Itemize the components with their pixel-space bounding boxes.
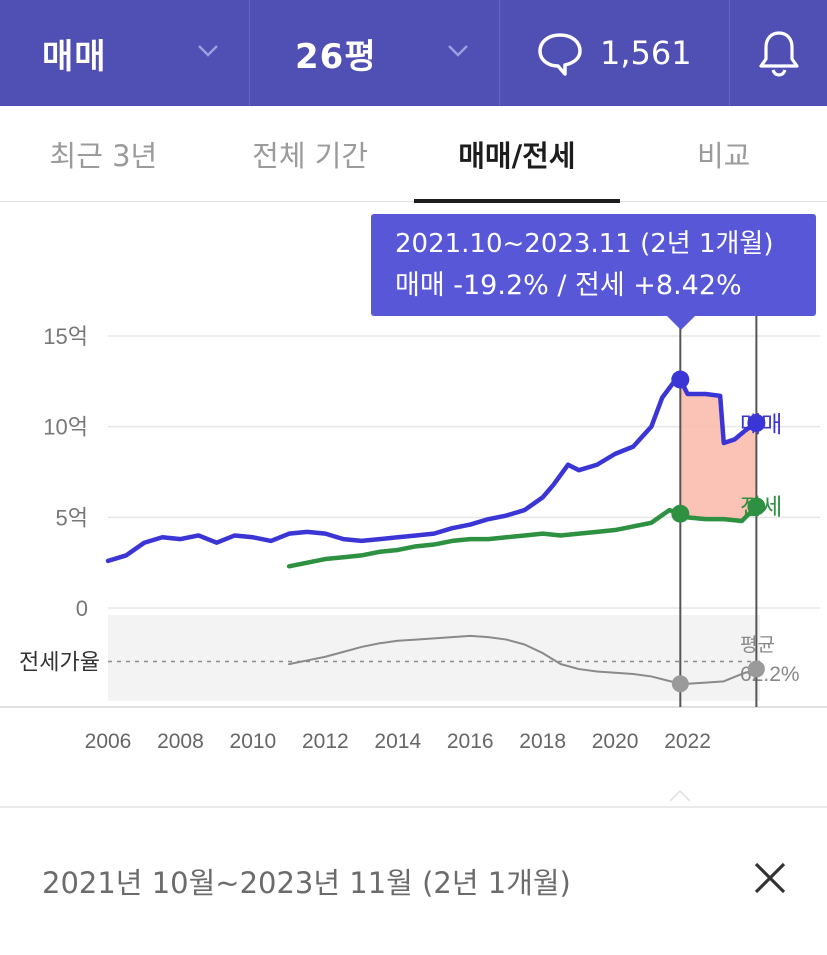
sale-point <box>671 370 690 389</box>
size-dropdown[interactable]: 26평 <box>250 0 500 106</box>
sale-point <box>747 414 766 433</box>
jeonse-point <box>671 504 690 523</box>
y-tick-label: 10억 <box>43 415 88 440</box>
x-tick-label: 2012 <box>302 730 349 753</box>
x-tick-label: 2022 <box>664 730 711 753</box>
x-tick-label: 2006 <box>85 730 132 753</box>
x-tick-label: 2018 <box>519 730 566 753</box>
pointer-notch <box>669 789 691 802</box>
top-bar: 매매 26평 1,561 <box>0 0 827 106</box>
ratio-point <box>671 675 689 693</box>
tooltip-period: 2021.10~2023.11 (2년 1개월) <box>395 229 774 259</box>
deal-type-label: 매매 <box>42 36 107 77</box>
y-tick-label: 0 <box>76 596 88 621</box>
price-chart[interactable]: 0 5억 10억 15억 전세가율 평균 62.2% 2006 2008 2010 2012 2014… <box>0 203 827 803</box>
y-tick-label: 15억 <box>43 324 88 349</box>
ratio-point <box>747 660 765 678</box>
x-tick-label: 2020 <box>592 730 639 753</box>
tab-sale-jeonse[interactable]: 매매/전세 <box>413 106 621 203</box>
selected-range-text: 2021년 10월~2023년 11월 (2년 1개월) <box>42 866 571 900</box>
tab-all-period[interactable]: 전체 기간 <box>252 139 369 173</box>
close-icon[interactable] <box>748 856 792 900</box>
chevron-down-icon <box>198 45 218 57</box>
highlight-gap-area <box>680 379 757 521</box>
bell-icon <box>758 31 799 77</box>
ratio-panel-bg <box>108 615 760 701</box>
notification-button[interactable] <box>730 0 827 106</box>
size-label: 26평 <box>295 36 377 77</box>
deal-type-dropdown[interactable]: 매매 <box>0 0 250 106</box>
comments-button[interactable]: 1,561 <box>500 0 730 106</box>
chat-bubble-icon <box>538 33 582 76</box>
x-tick-label: 2016 <box>447 730 494 753</box>
tab-compare[interactable]: 비교 <box>696 139 751 173</box>
sale-series-label: 매매 <box>740 412 782 438</box>
divider <box>0 806 827 808</box>
sale-series-line <box>105 377 759 564</box>
tooltip-change: 매매 -19.2% / 전세 +8.42% <box>395 270 742 301</box>
jeonse-series-label: 전세 <box>740 494 782 520</box>
x-tick-label: 2010 <box>230 730 277 753</box>
x-tick-label: 2014 <box>374 730 421 753</box>
y-tick-label: 5억 <box>56 505 88 530</box>
x-tick-label: 2008 <box>157 730 204 753</box>
period-tabs: 최근 3년 전체 기간 매매/전세 비교 <box>0 106 827 203</box>
jeonse-point <box>747 497 766 516</box>
tab-recent-3-years[interactable]: 최근 3년 <box>49 139 158 173</box>
chevron-down-icon <box>448 45 468 57</box>
ratio-average-label: 평균 <box>740 634 775 656</box>
range-tooltip: 2021.10~2023.11 (2년 1개월) 매매 -19.2% / 전세 … <box>371 214 816 330</box>
comment-count: 1,561 <box>600 34 692 72</box>
ratio-axis-label: 전세가율 <box>19 650 100 675</box>
